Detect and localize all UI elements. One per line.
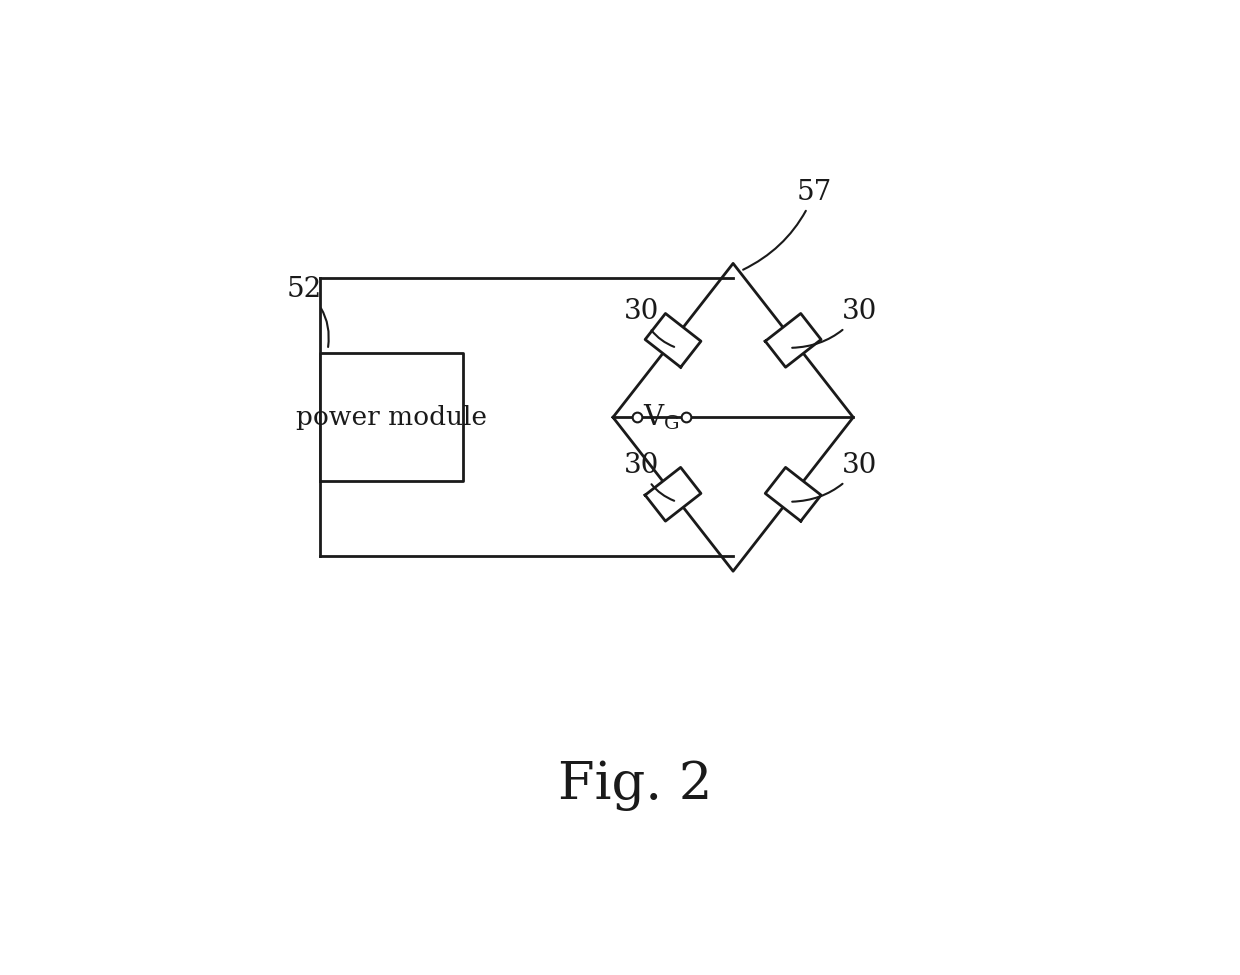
Polygon shape <box>320 354 463 481</box>
Text: 52: 52 <box>286 276 329 347</box>
Text: power module: power module <box>296 405 487 430</box>
Text: 57: 57 <box>743 178 832 270</box>
Text: 30: 30 <box>792 298 878 348</box>
Polygon shape <box>765 314 821 368</box>
Polygon shape <box>645 467 701 521</box>
Text: 30: 30 <box>624 298 675 347</box>
Text: $\mathregular{V}_\mathregular{G}$: $\mathregular{V}_\mathregular{G}$ <box>644 403 680 432</box>
Text: 30: 30 <box>792 452 878 502</box>
Text: 30: 30 <box>624 452 675 501</box>
Polygon shape <box>765 467 821 521</box>
Text: Fig. 2: Fig. 2 <box>558 760 713 810</box>
Polygon shape <box>645 314 701 368</box>
